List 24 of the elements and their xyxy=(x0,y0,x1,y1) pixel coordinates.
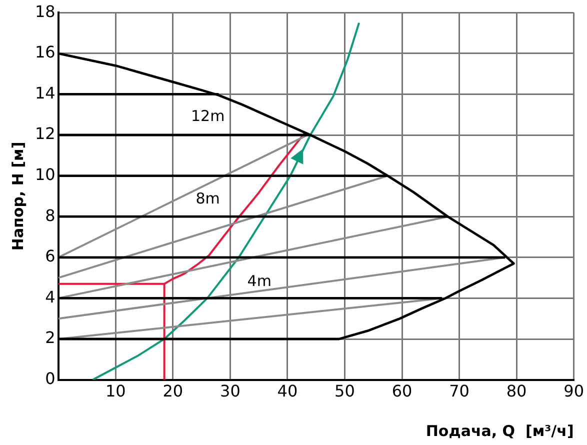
x-tick-label: 80 xyxy=(506,382,527,401)
annotation: 4m xyxy=(247,272,272,290)
x-tick-label: 10 xyxy=(105,382,126,401)
y-tick-label: 4 xyxy=(45,287,56,306)
y-tick-label: 12 xyxy=(35,124,56,144)
annotation: 12m xyxy=(190,106,225,125)
x-axis-title: Подача, Q [м³/ч] xyxy=(426,422,574,440)
x-tick-label: 40 xyxy=(277,382,298,401)
y-tick-label: 18 xyxy=(35,2,56,21)
y-tick-label: 2 xyxy=(45,328,56,348)
x-tick-label: 20 xyxy=(162,382,184,401)
y-axis-title: Напор, H [м] xyxy=(8,142,27,251)
x-tick-label: 60 xyxy=(392,382,412,401)
y-tick-label: 8 xyxy=(45,206,56,225)
x-tick-label: 50 xyxy=(334,382,355,401)
annotation: 8m xyxy=(196,190,220,208)
y-tick-label: 10 xyxy=(35,164,56,184)
y-tick-label: 14 xyxy=(35,83,56,102)
y-tick-label: 6 xyxy=(45,246,56,266)
x-tick-label: 70 xyxy=(449,382,470,401)
y-tick-label: 16 xyxy=(35,42,56,62)
x-tick-label: 30 xyxy=(220,382,240,401)
x-tick-label: 90 xyxy=(564,382,584,401)
y-tick-label: 0 xyxy=(45,368,56,388)
